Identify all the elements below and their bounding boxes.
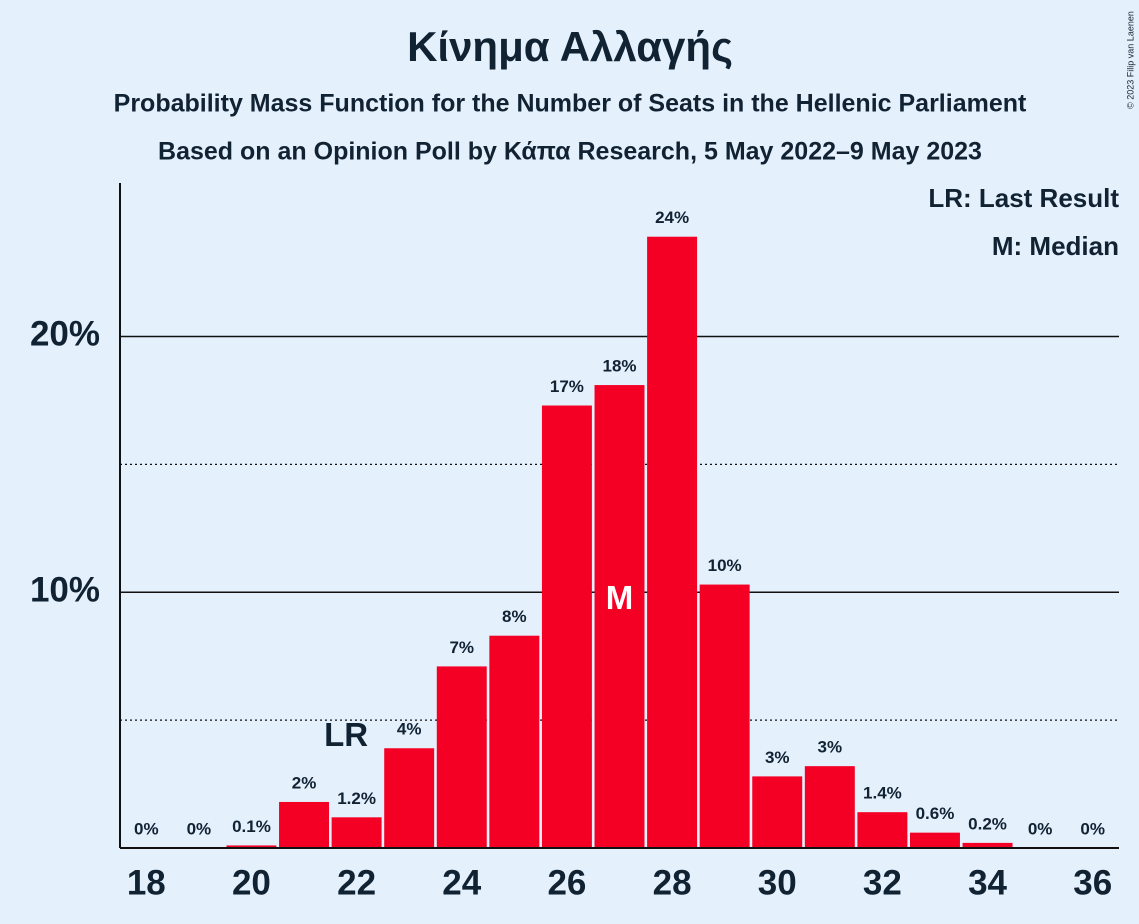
chart-title: Κίνημα Αλλαγής — [407, 23, 733, 70]
x-tick-label: 36 — [1073, 863, 1112, 902]
value-label: 0% — [134, 819, 159, 838]
bar — [384, 748, 435, 848]
value-label: 3% — [818, 738, 843, 757]
x-tick-label: 32 — [863, 863, 902, 902]
bar — [331, 817, 382, 848]
x-tick-label: 26 — [547, 863, 586, 902]
value-label: 2% — [292, 773, 317, 792]
bar — [436, 666, 487, 848]
bar — [541, 405, 592, 848]
x-tick-label: 22 — [337, 863, 376, 902]
bar — [962, 842, 1013, 848]
bar — [699, 584, 750, 848]
bar — [594, 385, 645, 848]
annotation: LR — [324, 716, 368, 753]
bar — [279, 801, 330, 848]
chart-subtitle: Based on an Opinion Poll by Κάπα Researc… — [158, 138, 982, 166]
value-label: 0.2% — [968, 814, 1007, 833]
legend-entry: M: Median — [992, 231, 1119, 261]
value-label: 17% — [550, 377, 584, 396]
value-label: 1.4% — [863, 784, 902, 803]
x-tick-label: 20 — [232, 863, 271, 902]
value-label: 0.6% — [916, 804, 955, 823]
value-label: 8% — [502, 607, 527, 626]
x-tick-label: 28 — [653, 863, 692, 902]
x-tick-label: 24 — [442, 863, 481, 902]
bar — [804, 766, 855, 848]
value-label: 4% — [397, 720, 422, 739]
value-label: 0.1% — [232, 817, 271, 836]
value-label: 1.2% — [337, 789, 376, 808]
bar — [226, 845, 277, 848]
bar — [489, 635, 540, 848]
x-tick-label: 34 — [968, 863, 1007, 902]
value-label: 0% — [1028, 819, 1053, 838]
value-label: 7% — [449, 638, 474, 657]
bar — [647, 236, 698, 848]
value-label: 0% — [187, 819, 212, 838]
value-label: 0% — [1080, 819, 1105, 838]
value-label: 3% — [765, 748, 790, 767]
x-tick-label: 30 — [758, 863, 797, 902]
value-label: 10% — [708, 556, 742, 575]
x-tick-label: 18 — [127, 863, 166, 902]
bar — [752, 776, 803, 848]
value-label: 24% — [655, 208, 689, 227]
annotation: M — [606, 579, 634, 616]
bar — [909, 832, 960, 848]
legend-entry: LR: Last Result — [928, 183, 1119, 213]
value-label: 18% — [602, 357, 636, 376]
y-tick-label: 10% — [30, 570, 100, 609]
copyright: © 2023 Filip van Laenen — [1125, 11, 1135, 109]
bar — [857, 812, 908, 848]
chart-subtitle: Probability Mass Function for the Number… — [114, 90, 1027, 118]
y-tick-label: 20% — [30, 315, 100, 354]
